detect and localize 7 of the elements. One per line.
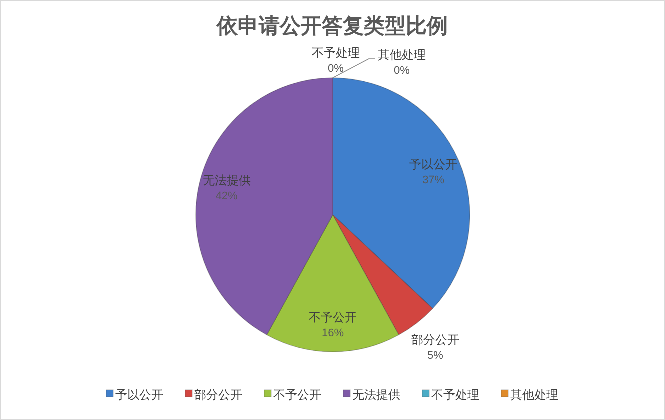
legend-label: 其他处理 (510, 388, 558, 402)
legend-label: 不予公开 (274, 388, 322, 402)
legend-label: 部分公开 (194, 388, 242, 402)
legend-label: 予以公开 (116, 388, 164, 402)
legend-label: 无法提供 (352, 388, 400, 402)
title: 依申请公开答复类型比例 (217, 15, 448, 38)
legend-label: 不予处理 (432, 388, 480, 402)
